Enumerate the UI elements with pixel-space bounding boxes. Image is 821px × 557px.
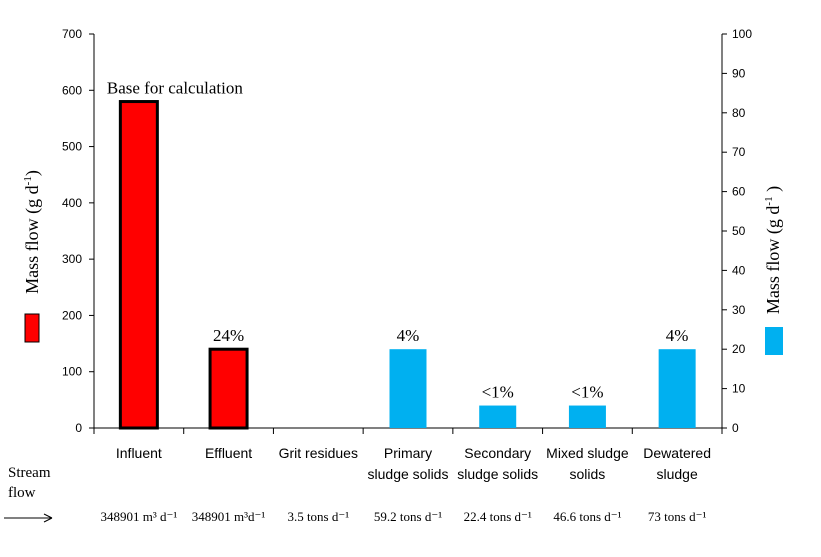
x-tick-label: Primary: [384, 445, 432, 461]
left-tick-label: 200: [62, 308, 82, 322]
right-tick-label: 80: [732, 106, 746, 120]
left-tick-label: 100: [62, 365, 82, 379]
bar: [389, 349, 427, 428]
bar: [208, 347, 249, 430]
bar-data-label: <1%: [571, 383, 603, 402]
right-tick-label: 40: [732, 263, 746, 277]
x-tick-label: Grit residues: [279, 445, 358, 461]
bar: [118, 100, 159, 430]
bar-data-label: 4%: [666, 326, 689, 345]
stream-flow-value: 73 tons d⁻¹: [648, 509, 707, 524]
x-tick-label: Mixed sludge: [546, 445, 629, 461]
right-axis-title: Mass flow (g d-1 ): [763, 186, 784, 314]
right-tick-label: 10: [732, 382, 746, 396]
x-tick-label: Influent: [116, 445, 162, 461]
bar-data-label: Base for calculation: [107, 79, 243, 98]
stream-flow-value: 46.6 tons d⁻¹: [553, 509, 621, 524]
right-tick-label: 70: [732, 145, 746, 159]
left-tick-label: 700: [62, 27, 82, 41]
bar: [479, 405, 517, 428]
right-tick-label: 100: [732, 27, 752, 41]
stream-flow-value: 22.4 tons d⁻¹: [464, 509, 532, 524]
left-tick-label: 600: [62, 83, 82, 97]
bar: [568, 405, 606, 428]
x-tick-label: Dewatered: [643, 445, 711, 461]
x-tick-label: sludge: [657, 466, 698, 482]
right-tick-label: 90: [732, 66, 746, 80]
stream-flow-value: 348901 m³d⁻¹: [192, 509, 266, 524]
left-tick-label: 300: [62, 252, 82, 266]
stream-flow-label: flow: [8, 485, 36, 501]
right-tick-label: 0: [732, 421, 739, 435]
right-tick-label: 30: [732, 303, 746, 317]
bar: [658, 349, 696, 428]
left-tick-label: 0: [75, 421, 82, 435]
stream-flow-value: 3.5 tons d⁻¹: [287, 509, 349, 524]
right-axis-legend-swatch: [765, 327, 783, 355]
bar-data-label: <1%: [482, 383, 514, 402]
x-tick-label: sludge solids: [457, 466, 538, 482]
x-tick-label: Secondary: [464, 445, 531, 461]
x-tick-label: solids: [570, 466, 606, 482]
x-tick-label: Effluent: [205, 445, 252, 461]
left-axis-legend-swatch: [24, 313, 40, 343]
right-tick-label: 20: [732, 342, 746, 356]
stream-flow-arrowhead: [43, 513, 53, 523]
stream-flow-label: Stream: [8, 465, 51, 481]
right-tick-label: 50: [732, 224, 746, 238]
left-axis-title: Mass flow (g d-1): [22, 170, 43, 294]
stream-flow-value: 348901 m³ d⁻¹: [100, 509, 177, 524]
left-tick-label: 400: [62, 196, 82, 210]
right-tick-label: 60: [732, 185, 746, 199]
stream-flow-value: 59.2 tons d⁻¹: [374, 509, 442, 524]
x-tick-label: sludge solids: [368, 466, 449, 482]
left-tick-label: 500: [62, 140, 82, 154]
bar-data-label: 24%: [213, 326, 244, 345]
bar-data-label: 4%: [397, 326, 420, 345]
